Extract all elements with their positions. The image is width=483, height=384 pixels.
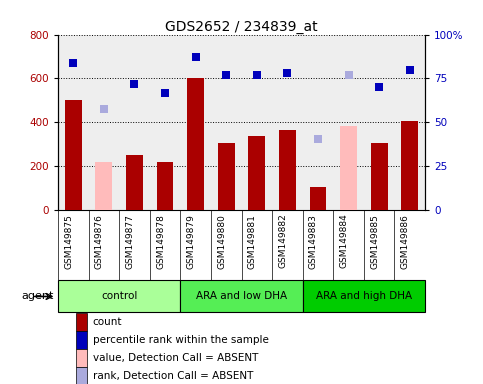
Text: ARA and low DHA: ARA and low DHA [196, 291, 287, 301]
Point [100, 106, 108, 112]
Point [253, 72, 261, 78]
Text: ARA and high DHA: ARA and high DHA [316, 291, 412, 301]
Bar [187, 78, 204, 210]
Bar [279, 130, 296, 210]
Bar [65, 101, 82, 210]
Text: GSM149881: GSM149881 [248, 214, 257, 269]
Bar [76, 313, 87, 331]
Bar [371, 143, 387, 210]
Text: GSM149882: GSM149882 [278, 214, 287, 268]
Bar [218, 143, 235, 210]
Text: GSM149883: GSM149883 [309, 214, 318, 269]
Text: GSM149875: GSM149875 [64, 214, 73, 269]
Bar [401, 121, 418, 210]
Bar [76, 349, 87, 367]
Point [406, 66, 413, 73]
Title: GDS2652 / 234839_at: GDS2652 / 234839_at [165, 20, 318, 33]
Text: GSM149879: GSM149879 [186, 214, 196, 269]
Text: GSM149884: GSM149884 [340, 214, 349, 268]
Bar [58, 280, 180, 313]
Text: GSM149885: GSM149885 [370, 214, 379, 269]
Text: percentile rank within the sample: percentile rank within the sample [93, 335, 269, 345]
Text: control: control [101, 291, 137, 301]
Bar [156, 162, 173, 210]
Bar [248, 136, 265, 210]
Point [284, 70, 291, 76]
Text: GSM149876: GSM149876 [95, 214, 104, 269]
Point [375, 84, 383, 90]
Point [161, 90, 169, 96]
Bar [96, 162, 112, 210]
Text: GSM149878: GSM149878 [156, 214, 165, 269]
Bar [76, 331, 87, 349]
Text: value, Detection Call = ABSENT: value, Detection Call = ABSENT [93, 353, 258, 363]
Bar [340, 126, 357, 210]
Bar [76, 367, 87, 384]
Point [314, 136, 322, 142]
Bar [126, 156, 143, 210]
Bar [303, 280, 425, 313]
Bar [310, 187, 327, 210]
Point [345, 72, 353, 78]
Point [130, 81, 138, 87]
Point [222, 72, 230, 78]
Text: GSM149886: GSM149886 [401, 214, 410, 269]
Point [70, 60, 77, 66]
Text: count: count [93, 317, 122, 327]
Bar [180, 280, 303, 313]
Text: GSM149877: GSM149877 [126, 214, 134, 269]
Text: agent: agent [21, 291, 54, 301]
Point [192, 53, 199, 60]
Text: GSM149880: GSM149880 [217, 214, 226, 269]
Text: rank, Detection Call = ABSENT: rank, Detection Call = ABSENT [93, 371, 253, 381]
